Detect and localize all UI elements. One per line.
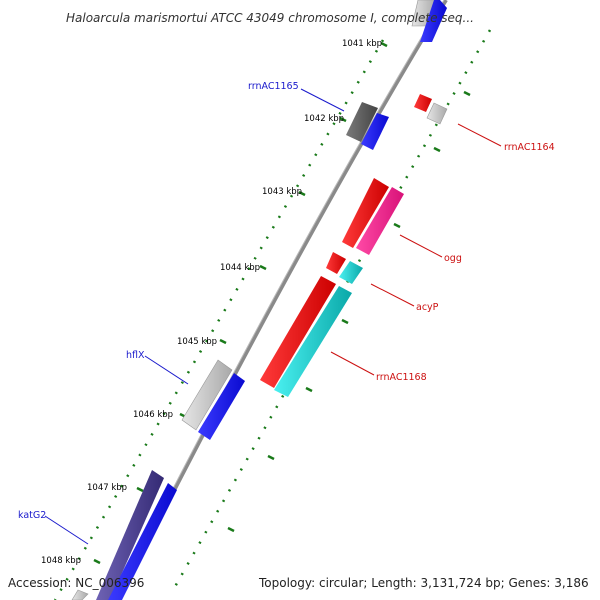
- tick-mark: [219, 338, 227, 345]
- genes-inner-right: [260, 94, 448, 397]
- tick-mark: [267, 454, 275, 461]
- leader-line-katg2: [44, 515, 89, 545]
- tick-mark: [298, 190, 306, 197]
- gene-gray-bottom[interactable]: [71, 589, 89, 600]
- leader-line-rrnac1164: [457, 123, 502, 147]
- tick-mark: [380, 41, 388, 48]
- label-ogg[interactable]: ogg: [444, 253, 462, 264]
- gene-red-rrnac1168[interactable]: [260, 276, 336, 388]
- topology-text: Topology: circular; Length: 3,131,724 bp…: [258, 576, 589, 590]
- gene-blue-katg2[interactable]: [108, 483, 177, 600]
- label-acyp[interactable]: acyP: [416, 302, 439, 313]
- tick-mark: [341, 318, 349, 325]
- leader-line-ogg: [399, 234, 443, 258]
- tick-mark: [93, 558, 101, 565]
- gene-dark-1[interactable]: [346, 102, 378, 142]
- gene-red-large[interactable]: [342, 178, 389, 248]
- label-rrnac1168[interactable]: rrnAC1168: [376, 372, 427, 383]
- leader-line-acyp: [370, 283, 415, 307]
- tick-label: 1044 kbp: [220, 263, 260, 273]
- tick-guides: [53, 29, 492, 600]
- tick-label: 1043 kbp: [262, 187, 302, 197]
- gene-cyan-acyp[interactable]: [339, 261, 363, 284]
- tick-label: 1041 kbp: [342, 39, 382, 49]
- label-katg2[interactable]: katG2: [18, 510, 46, 521]
- gene-navy-katg2[interactable]: [96, 470, 164, 600]
- tick-label: 1048 kbp: [41, 556, 81, 566]
- label-rrnac1165[interactable]: rrnAC1165: [248, 81, 299, 92]
- left-dotted-guide: [53, 39, 385, 600]
- tick-label: 1046 kbp: [133, 410, 173, 420]
- label-hflx[interactable]: hflX: [126, 350, 145, 361]
- tick-label: 1045 kbp: [177, 337, 217, 347]
- tick-mark: [136, 486, 144, 493]
- tick-mark: [463, 90, 471, 97]
- leader-line-hflx: [144, 355, 189, 385]
- gene-cyan-rrnac1168[interactable]: [274, 286, 352, 397]
- tick-mark: [393, 222, 401, 229]
- accession-text: Accession: NC_006396: [8, 576, 144, 590]
- gene-pink-ogg[interactable]: [356, 187, 404, 255]
- label-rrnac1164[interactable]: rrnAC1164: [504, 142, 555, 153]
- gene-gray-hflx[interactable]: [181, 359, 233, 431]
- tick-mark: [339, 116, 347, 123]
- leader-line-rrnac1168: [330, 351, 375, 376]
- gene-red-small[interactable]: [414, 94, 432, 112]
- feature-labels: rrnAC1165 rrnAC1164 ogg acyP rrnAC1168 h…: [18, 81, 555, 521]
- gene-blue-top[interactable]: [420, 0, 447, 42]
- tick-marks: [93, 41, 471, 565]
- leader-lines: [44, 88, 502, 545]
- map-title: Haloarcula marismortui ATCC 43049 chromo…: [66, 11, 474, 25]
- tick-mark: [305, 386, 313, 393]
- tick-mark: [259, 264, 267, 271]
- leader-line-rrnac1165: [300, 88, 345, 112]
- tick-mark: [227, 526, 235, 533]
- tick-mark: [433, 146, 441, 153]
- tick-label: 1042 kbp: [304, 114, 344, 124]
- gene-gray-small[interactable]: [426, 102, 448, 125]
- gene-blue-hflx[interactable]: [198, 373, 245, 440]
- genes-inner-left: [71, 0, 447, 600]
- tick-label: 1047 kbp: [87, 483, 127, 493]
- gene-blue-1[interactable]: [361, 113, 389, 150]
- tick-labels: 1041 kbp 1042 kbp 1043 kbp 1044 kbp 1045…: [41, 39, 382, 566]
- gene-red-acyp[interactable]: [326, 252, 346, 274]
